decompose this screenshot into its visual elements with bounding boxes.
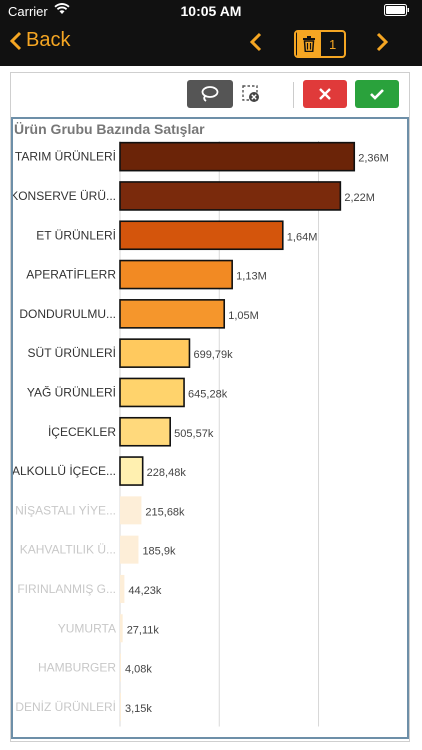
chart-canvas: TARIM ÜRÜNLERİ 2,36M KONSERVE ÜRÜ... 2,22M E… — [13, 141, 389, 727]
bar[interactable] — [119, 456, 144, 486]
chevron-left-icon — [249, 32, 262, 52]
value-label: 1,64M — [287, 231, 318, 243]
back-label: Back — [26, 29, 71, 51]
clear-selection-button[interactable] — [241, 84, 261, 104]
category-label: HAMBURGER — [38, 661, 116, 675]
wifi-icon — [54, 3, 70, 18]
clock: 10:05 AM — [180, 3, 242, 19]
chevron-left-icon — [10, 31, 22, 50]
carrier-label: Carrier — [8, 4, 48, 19]
value-label: 2,36M — [358, 153, 389, 165]
value-label: 1,13M — [236, 271, 267, 283]
bar[interactable] — [120, 535, 139, 564]
value-label: 228,48k — [147, 467, 187, 479]
next-selection-button[interactable] — [376, 32, 389, 57]
chart-panel: Ürün Grubu Bazında Satışlar TARIM ÜRÜNLE… — [10, 72, 410, 742]
bar[interactable] — [119, 259, 233, 290]
battery-icon — [384, 4, 412, 16]
category-label: ALKOLLÜ İÇECE... — [13, 464, 116, 478]
bar[interactable] — [119, 377, 185, 408]
close-icon — [319, 88, 331, 100]
category-label: KAHVALTILIK Ü... — [20, 543, 116, 557]
value-label: 2,22M — [344, 192, 375, 204]
lasso-button[interactable] — [187, 80, 233, 108]
value-label: 185,9k — [142, 546, 176, 558]
bar[interactable] — [120, 653, 121, 682]
bar[interactable] — [119, 299, 226, 329]
value-label: 505,57k — [174, 428, 214, 440]
value-label: 215,68k — [145, 506, 185, 518]
selection-count: 1 — [329, 36, 337, 52]
category-label: YAĞ ÜRÜNLERİ — [27, 384, 116, 399]
trash-icon — [297, 32, 321, 56]
toolbar-divider — [293, 82, 294, 108]
category-label: NİŞASTALI YİYE... — [15, 503, 116, 517]
cancel-selection-button[interactable] — [303, 80, 347, 108]
bar-chart[interactable]: Ürün Grubu Bazında Satışlar TARIM ÜRÜNLE… — [11, 117, 409, 739]
top-bar: Carrier 10:05 AM Back 1 — [0, 0, 422, 66]
bar[interactable] — [119, 141, 356, 172]
value-label: 3,15k — [125, 703, 152, 715]
bar[interactable] — [120, 692, 121, 721]
clear-selection-icon — [242, 85, 259, 102]
value-label: 27,11k — [127, 624, 160, 636]
status-bar: Carrier 10:05 AM — [0, 0, 422, 22]
category-label: APERATİFLERR — [26, 268, 116, 282]
navigation-bar: Back 1 — [0, 22, 422, 66]
category-label: DENİZ ÜRÜNLERİ — [15, 700, 116, 714]
value-label: 645,28k — [188, 388, 228, 400]
selections-button[interactable]: 1 — [294, 30, 346, 58]
bar[interactable] — [120, 574, 125, 603]
bar[interactable] — [119, 220, 284, 251]
bar[interactable] — [120, 496, 142, 525]
value-label: 699,79k — [193, 349, 233, 361]
bar[interactable] — [119, 416, 171, 447]
confirm-selection-button[interactable] — [355, 80, 399, 108]
checkmark-icon — [370, 89, 384, 100]
category-label: FIRINLANMIŞ G... — [17, 582, 116, 596]
chevron-right-icon — [376, 32, 389, 52]
value-label: 4,08k — [125, 664, 152, 676]
bar[interactable] — [120, 614, 123, 643]
selection-toolbar — [11, 73, 409, 115]
category-label: SÜT ÜRÜNLERİ — [28, 346, 116, 360]
category-label: ET ÜRÜNLERİ — [36, 228, 116, 242]
bar[interactable] — [119, 338, 191, 368]
bar[interactable] — [119, 181, 342, 211]
previous-selection-button[interactable] — [249, 32, 262, 57]
value-label: 44,23k — [128, 585, 162, 597]
category-label: İÇECEKLER — [48, 425, 116, 439]
category-label: TARIM ÜRÜNLERİ — [15, 150, 116, 164]
chart-title: Ürün Grubu Bazında Satışlar — [14, 121, 205, 137]
category-label: YUMURTA — [58, 621, 116, 635]
category-label: DONDURULMU... — [19, 307, 116, 321]
lasso-icon — [201, 86, 219, 102]
value-label: 1,05M — [228, 310, 259, 322]
back-button[interactable]: Back — [10, 29, 70, 52]
category-label: KONSERVE ÜRÜ... — [13, 189, 116, 203]
